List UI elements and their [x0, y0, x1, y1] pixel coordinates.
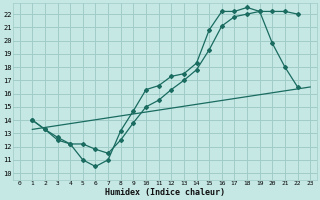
X-axis label: Humidex (Indice chaleur): Humidex (Indice chaleur) — [105, 188, 225, 197]
